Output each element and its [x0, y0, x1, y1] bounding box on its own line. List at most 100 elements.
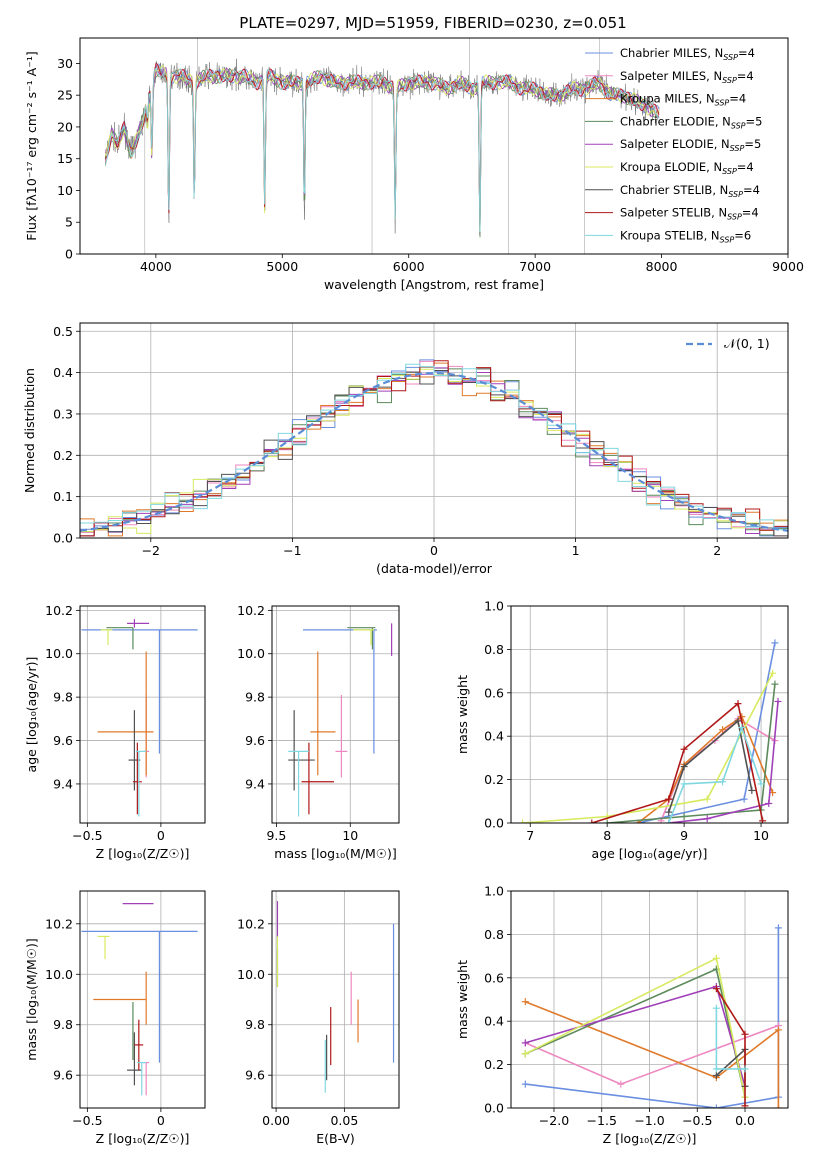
- spectrum-legend: Chabrier MILES, NSSP=4 Salpeter MILES, NS…: [585, 46, 762, 244]
- y-tick-label: 0.0: [484, 816, 504, 831]
- y-tick-label: 25: [57, 88, 73, 103]
- y-tick-label: 0: [65, 247, 73, 262]
- y-axis-label: mass [log₁₀(M/M☉)]: [24, 938, 39, 1060]
- y-axis-label: mass weight: [455, 675, 470, 754]
- x-tick-label: 8: [603, 828, 611, 843]
- weight-series: [667, 719, 753, 813]
- y-tick-label: 10.2: [45, 916, 73, 931]
- plot-frame: [271, 890, 400, 1109]
- x-axis-label: age [log₁₀(age/yr)]: [592, 846, 708, 861]
- y-tick-label: 30: [57, 56, 73, 71]
- y-tick-label: 10.0: [237, 646, 265, 661]
- x-tick-label: 8000: [646, 259, 678, 274]
- weight_z-lines: [521, 924, 782, 1108]
- weight_age-lines: [519, 639, 782, 823]
- x-axis-label: Z [log₁₀(Z/Z☉)]: [603, 1131, 697, 1146]
- weight-series: [637, 642, 776, 823]
- x-axis-label: wavelength [Angstrom, rest frame]: [324, 277, 544, 292]
- x-tick-label: −1.5: [587, 1113, 617, 1128]
- y-tick-label: 0.6: [484, 970, 504, 985]
- z_mass-axes: −0.5 0 9.6 9.8 10.0 10.2 Z [log₁₀(Z/Z☉)] mass […: [24, 891, 205, 1146]
- x-axis-label: Z [log₁₀(Z/Z☉)]: [96, 1131, 190, 1146]
- x-axis-label: mass [log₁₀(M/M☉)]: [274, 846, 396, 861]
- y-tick-label: 0.4: [53, 365, 73, 380]
- y-tick-label: 0.8: [484, 927, 504, 942]
- spectrum-axes: 4000 5000 6000 7000 8000 9000 0 5 10 15 20 25 30 wave…: [24, 51, 804, 292]
- x-tick-label: 10: [342, 828, 358, 843]
- weight-series: [522, 672, 774, 823]
- legend-label: Chabrier ELODIE, NSSP=5: [620, 114, 762, 130]
- x-tick-label: −2.0: [539, 1113, 569, 1128]
- y-tick-label: 0.3: [53, 406, 73, 421]
- x-axis-label: E(B-V): [316, 1131, 355, 1146]
- x-tick-label: 5000: [266, 259, 298, 274]
- weight-series: [637, 715, 774, 823]
- parameter-panels: −0.5 0 9.4 9.6 9.8 10.0 10.2 Z [log₁₀(Z/Z☉)] age…: [24, 599, 789, 1146]
- normal-curve: [80, 371, 788, 532]
- y-tick-label: 9.8: [53, 1017, 73, 1032]
- weight-series: [525, 927, 780, 1108]
- x-tick-label: −2: [142, 543, 160, 558]
- z_age-axes: −0.5 0 9.4 9.6 9.8 10.0 10.2 Z [log₁₀(Z/Z☉)] age…: [24, 603, 205, 861]
- x-axis-label: (data-model)/error: [376, 561, 493, 576]
- y-tick-label: 10.0: [45, 646, 73, 661]
- y-tick-label: 10.0: [237, 967, 265, 982]
- x-tick-label: 7: [526, 828, 534, 843]
- plot-frame: [79, 605, 206, 824]
- y-tick-label: 15: [57, 151, 73, 166]
- x-tick-label: 0: [430, 543, 438, 558]
- y-axis-label: Normed distribution: [22, 368, 37, 493]
- x-tick-label: −0.5: [72, 828, 102, 843]
- plot-frame: [79, 890, 206, 1109]
- x-tick-label: 4000: [140, 259, 172, 274]
- y-axis-label: mass weight: [455, 960, 470, 1039]
- y-tick-label: 10: [57, 183, 73, 198]
- x-tick-label: 0.0: [735, 1113, 755, 1128]
- weight-series: [668, 701, 779, 823]
- y-tick-label: 9.6: [245, 733, 265, 748]
- x-tick-label: 0.05: [330, 1113, 358, 1128]
- legend-label: Salpeter ELODIE, NSSP=5: [620, 137, 761, 153]
- residual-histograms: [80, 359, 788, 537]
- y-tick-label: 0.2: [484, 1057, 504, 1072]
- plot-frame: [271, 605, 400, 824]
- y-tick-label: 9.4: [245, 776, 265, 791]
- x-tick-label: 1: [572, 543, 580, 558]
- legend-label: Salpeter STELIB, NSSP=4: [620, 206, 759, 222]
- plot-frame: [510, 890, 789, 1109]
- legend-label: Chabrier STELIB, NSSP=4: [620, 183, 760, 199]
- x-tick-label: 2: [713, 543, 721, 558]
- mass_age-axes: 9.5 10 9.4 9.6 9.8 10.0 10.2 mass [log₁₀(M/M☉)]: [237, 603, 399, 861]
- x-tick-label: 9: [680, 828, 688, 843]
- y-tick-label: 10.2: [45, 603, 73, 618]
- y-tick-label: 0.8: [484, 642, 504, 657]
- ebv_mass-points: [276, 901, 395, 1093]
- z_age-points: [81, 619, 198, 817]
- y-tick-label: 20: [57, 119, 73, 134]
- plot-frame: [510, 605, 789, 824]
- y-tick-label: 0.0: [484, 1101, 504, 1116]
- x-tick-label: −1.0: [634, 1113, 664, 1128]
- weight-series: [607, 684, 776, 823]
- residuals-panel: −2 −1 0 1 2 0.0 0.1 0.2 0.3 0.4 0.5 (data-model)/er…: [22, 322, 789, 576]
- legend-label: Salpeter MILES, NSSP=4: [620, 69, 754, 85]
- x-tick-label: −1: [283, 543, 301, 558]
- x-tick-label: 0: [157, 828, 165, 843]
- x-tick-label: 9.5: [266, 828, 286, 843]
- y-tick-label: 1.0: [484, 884, 504, 899]
- legend-label: Chabrier MILES, NSSP=4: [620, 46, 755, 62]
- y-tick-label: 9.4: [53, 776, 73, 791]
- histogram-series: [80, 363, 788, 537]
- y-tick-label: 0.4: [484, 729, 504, 744]
- x-tick-label: 0: [157, 1113, 165, 1128]
- y-tick-label: 10.2: [237, 603, 265, 618]
- model-spectrum: [104, 68, 660, 232]
- mass_age-points: [288, 623, 393, 817]
- y-axis-label: age [log₁₀(age/yr)]: [24, 657, 39, 773]
- spectrum-panel: 4000 5000 6000 7000 8000 9000 0 5 10 15 20 25 30 wave…: [24, 37, 804, 292]
- legend-label: Kroupa MILES, NSSP=4: [620, 92, 746, 108]
- y-tick-label: 1.0: [484, 599, 504, 614]
- x-tick-label: 7000: [519, 259, 551, 274]
- y-tick-label: 0.4: [484, 1014, 504, 1029]
- y-tick-label: 9.8: [245, 690, 265, 705]
